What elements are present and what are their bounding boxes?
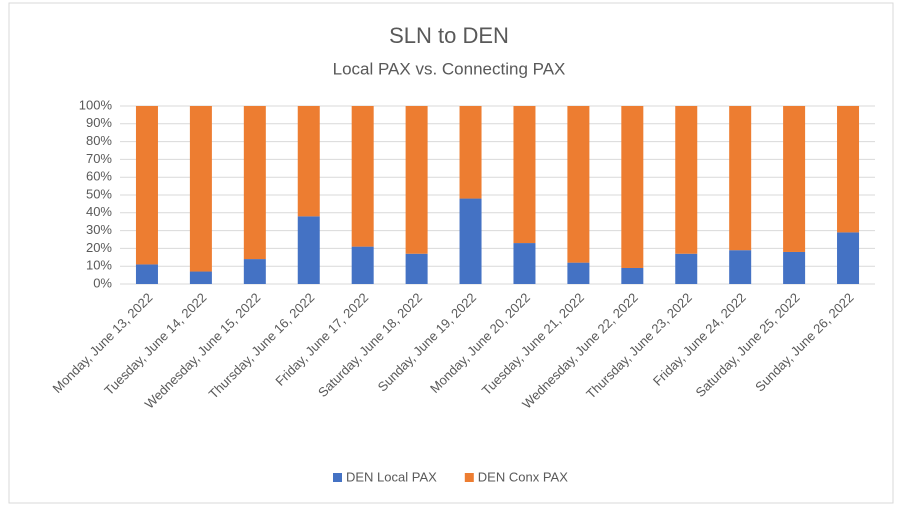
bar-segment bbox=[567, 106, 590, 263]
bar-segment bbox=[729, 250, 752, 284]
bar-segment bbox=[621, 106, 644, 268]
y-tick-label: 10% bbox=[86, 258, 112, 273]
chart-title: SLN to DEN bbox=[389, 23, 509, 48]
bar-segment bbox=[405, 253, 428, 284]
bar-segment bbox=[675, 106, 698, 254]
y-tick-label: 80% bbox=[86, 133, 112, 148]
legend-swatch bbox=[464, 473, 474, 482]
bar-segment bbox=[783, 251, 806, 284]
y-tick-label: 20% bbox=[86, 240, 112, 255]
legend-swatch bbox=[333, 473, 342, 482]
y-tick-label: 70% bbox=[86, 151, 112, 166]
bar-segment bbox=[297, 106, 320, 217]
bar-segment bbox=[513, 106, 536, 244]
bar-segment bbox=[837, 232, 860, 284]
bar-segment bbox=[351, 246, 374, 284]
legend-label: DEN Conx PAX bbox=[478, 469, 568, 484]
bar-segment bbox=[243, 259, 266, 284]
bar-segment bbox=[729, 106, 752, 251]
bar-segment bbox=[189, 106, 212, 272]
bar-segment bbox=[567, 262, 590, 284]
chart-subtitle: Local PAX vs. Connecting PAX bbox=[333, 59, 566, 78]
bar-segment bbox=[459, 198, 482, 284]
y-tick-label: 30% bbox=[86, 222, 112, 237]
y-tick-label: 40% bbox=[86, 204, 112, 219]
y-tick-label: 60% bbox=[86, 169, 112, 184]
y-tick-label: 0% bbox=[93, 275, 112, 290]
bar-segment bbox=[297, 216, 320, 284]
bar-segment bbox=[243, 106, 266, 260]
bar-segment bbox=[135, 264, 158, 284]
y-tick-label: 90% bbox=[86, 115, 112, 130]
bar-segment bbox=[621, 267, 644, 284]
bar-segment bbox=[837, 106, 860, 233]
y-tick-label: 50% bbox=[86, 186, 112, 201]
bar-segment bbox=[513, 243, 536, 284]
bar-segment bbox=[351, 106, 374, 247]
bar-segment bbox=[675, 253, 698, 284]
bar-segment bbox=[459, 106, 482, 199]
y-tick-label: 100% bbox=[79, 97, 113, 112]
bar-segment bbox=[135, 106, 158, 265]
bar-segment bbox=[783, 106, 806, 252]
bar-segment bbox=[189, 271, 212, 284]
bar-segment bbox=[405, 106, 428, 254]
legend-label: DEN Local PAX bbox=[346, 469, 437, 484]
